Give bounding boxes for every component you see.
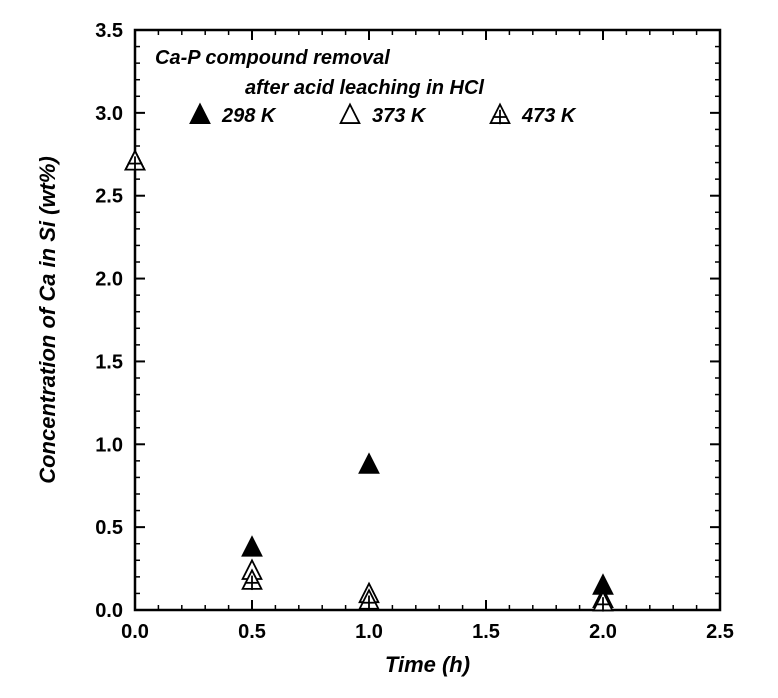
x-tick-label: 2.0 bbox=[589, 621, 617, 643]
chart-title-line1: Ca-P compound removal bbox=[155, 47, 390, 69]
chart-svg: 0.0 0.5 1.0 1.5 2.0 2.5 0.0 0.5 1.0 1.5 2.0 2.5 3.0 3… bbox=[0, 0, 778, 698]
y-axis-label: Concentration of Ca in Si (wt%) bbox=[35, 156, 60, 484]
y-tick-label: 2.5 bbox=[95, 186, 123, 208]
chart-title-line2: after acid leaching in HCl bbox=[245, 77, 484, 99]
y-tick-label: 0.5 bbox=[95, 517, 123, 539]
legend-label: 298 K bbox=[221, 105, 277, 127]
y-tick-label: 3.5 bbox=[95, 20, 123, 42]
y-tick-label: 3.0 bbox=[95, 103, 123, 125]
y-tick-label: 1.0 bbox=[95, 434, 123, 456]
x-tick-label: 0.5 bbox=[238, 621, 266, 643]
chart-container: { "chart": { "type": "scatter", "title_l… bbox=[0, 0, 778, 698]
legend-label: 373 K bbox=[372, 105, 427, 127]
x-tick-label: 1.0 bbox=[355, 621, 383, 643]
y-tick-label: 0.0 bbox=[95, 600, 123, 622]
x-tick-label: 0.0 bbox=[121, 621, 149, 643]
y-tick-label: 1.5 bbox=[95, 351, 123, 373]
y-tick-label: 2.0 bbox=[95, 269, 123, 291]
x-tick-label: 2.5 bbox=[706, 621, 734, 643]
x-tick-label: 1.5 bbox=[472, 621, 500, 643]
x-axis-label: Time (h) bbox=[385, 652, 470, 677]
legend-label: 473 K bbox=[521, 105, 577, 127]
